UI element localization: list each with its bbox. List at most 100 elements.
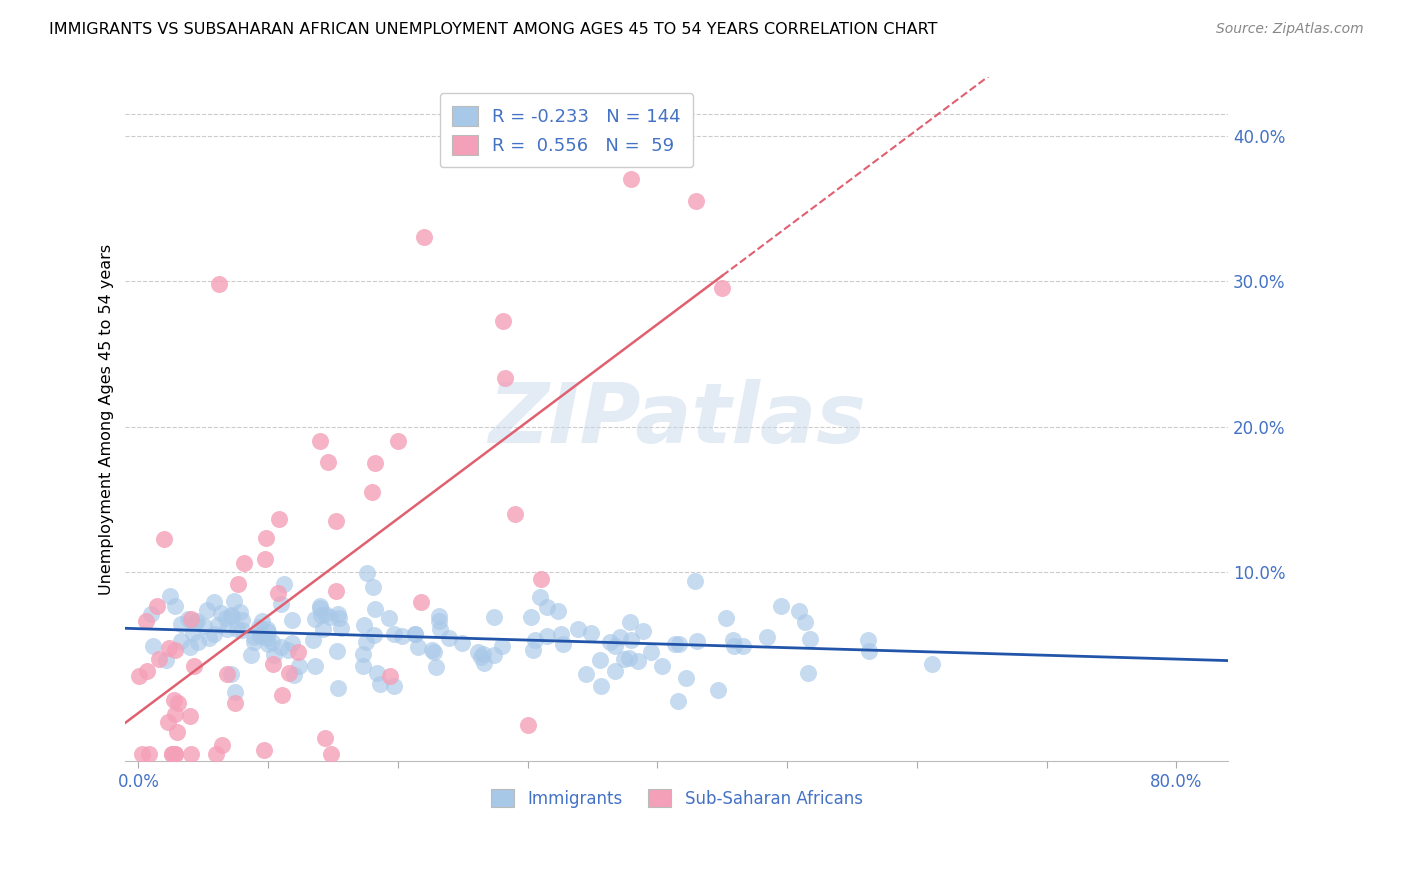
- Point: [179, 709, 201, 723]
- Point: [613, 651, 636, 665]
- Point: [183, 658, 205, 673]
- Point: [787, 604, 810, 618]
- Point: [516, 717, 538, 731]
- Point: [366, 665, 388, 680]
- Point: [152, 532, 174, 546]
- Point: [484, 648, 506, 662]
- Point: [439, 631, 461, 645]
- Point: [472, 648, 495, 662]
- Point: [325, 584, 347, 599]
- Point: [281, 613, 304, 627]
- Point: [249, 629, 271, 643]
- Point: [217, 622, 239, 636]
- Point: [270, 598, 292, 612]
- Point: [256, 625, 278, 640]
- Point: [520, 610, 543, 624]
- Point: [731, 640, 754, 654]
- Point: [128, 669, 150, 683]
- Y-axis label: Unemployment Among Ages 45 to 54 years: Unemployment Among Ages 45 to 54 years: [100, 244, 114, 595]
- Point: [536, 600, 558, 615]
- Point: [142, 639, 165, 653]
- Point: [263, 648, 285, 662]
- Point: [404, 627, 426, 641]
- Point: [589, 679, 612, 693]
- Point: [707, 683, 730, 698]
- Point: [198, 631, 221, 645]
- Point: [180, 612, 202, 626]
- Point: [314, 607, 336, 622]
- Point: [231, 613, 253, 627]
- Point: [755, 630, 778, 644]
- Point: [605, 665, 627, 679]
- Point: [301, 632, 323, 647]
- Point: [377, 611, 399, 625]
- Point: [575, 667, 598, 681]
- Point: [685, 194, 707, 208]
- Point: [723, 639, 745, 653]
- Point: [247, 620, 270, 634]
- Point: [181, 626, 204, 640]
- Point: [224, 685, 246, 699]
- Point: [363, 580, 385, 594]
- Point: [254, 531, 277, 545]
- Point: [163, 693, 186, 707]
- Point: [281, 636, 304, 650]
- Point: [550, 627, 572, 641]
- Point: [326, 607, 349, 622]
- Point: [309, 601, 332, 615]
- Point: [406, 640, 429, 654]
- Text: ZIPatlas: ZIPatlas: [488, 379, 866, 459]
- Point: [368, 677, 391, 691]
- Point: [135, 614, 157, 628]
- Point: [229, 605, 252, 619]
- Point: [427, 608, 450, 623]
- Point: [260, 635, 283, 649]
- Point: [277, 665, 299, 680]
- Point: [387, 434, 409, 448]
- Point: [319, 609, 342, 624]
- Point: [356, 566, 378, 580]
- Point: [157, 640, 180, 655]
- Point: [450, 636, 472, 650]
- Point: [249, 626, 271, 640]
- Point: [319, 747, 342, 761]
- Point: [309, 434, 332, 448]
- Point: [205, 747, 228, 761]
- Point: [146, 599, 169, 614]
- Point: [328, 681, 350, 696]
- Point: [165, 599, 187, 614]
- Point: [325, 644, 347, 658]
- Point: [858, 644, 880, 658]
- Point: [131, 747, 153, 761]
- Point: [184, 615, 207, 629]
- Point: [141, 607, 163, 622]
- Point: [207, 277, 229, 292]
- Point: [664, 636, 686, 650]
- Point: [567, 622, 589, 636]
- Point: [589, 653, 612, 667]
- Point: [233, 556, 256, 570]
- Point: [257, 637, 280, 651]
- Point: [231, 623, 253, 637]
- Point: [494, 370, 516, 384]
- Point: [599, 635, 621, 649]
- Point: [666, 694, 689, 708]
- Point: [420, 643, 443, 657]
- Point: [256, 632, 278, 646]
- Point: [221, 608, 243, 623]
- Point: [482, 609, 505, 624]
- Point: [770, 599, 793, 614]
- Point: [425, 660, 447, 674]
- Point: [308, 599, 330, 614]
- Point: [328, 611, 350, 625]
- Point: [547, 604, 569, 618]
- Point: [193, 619, 215, 633]
- Point: [159, 589, 181, 603]
- Point: [686, 634, 709, 648]
- Point: [315, 731, 337, 745]
- Text: Source: ZipAtlas.com: Source: ZipAtlas.com: [1216, 22, 1364, 37]
- Point: [640, 645, 662, 659]
- Point: [429, 622, 451, 636]
- Point: [219, 667, 242, 681]
- Point: [361, 485, 384, 500]
